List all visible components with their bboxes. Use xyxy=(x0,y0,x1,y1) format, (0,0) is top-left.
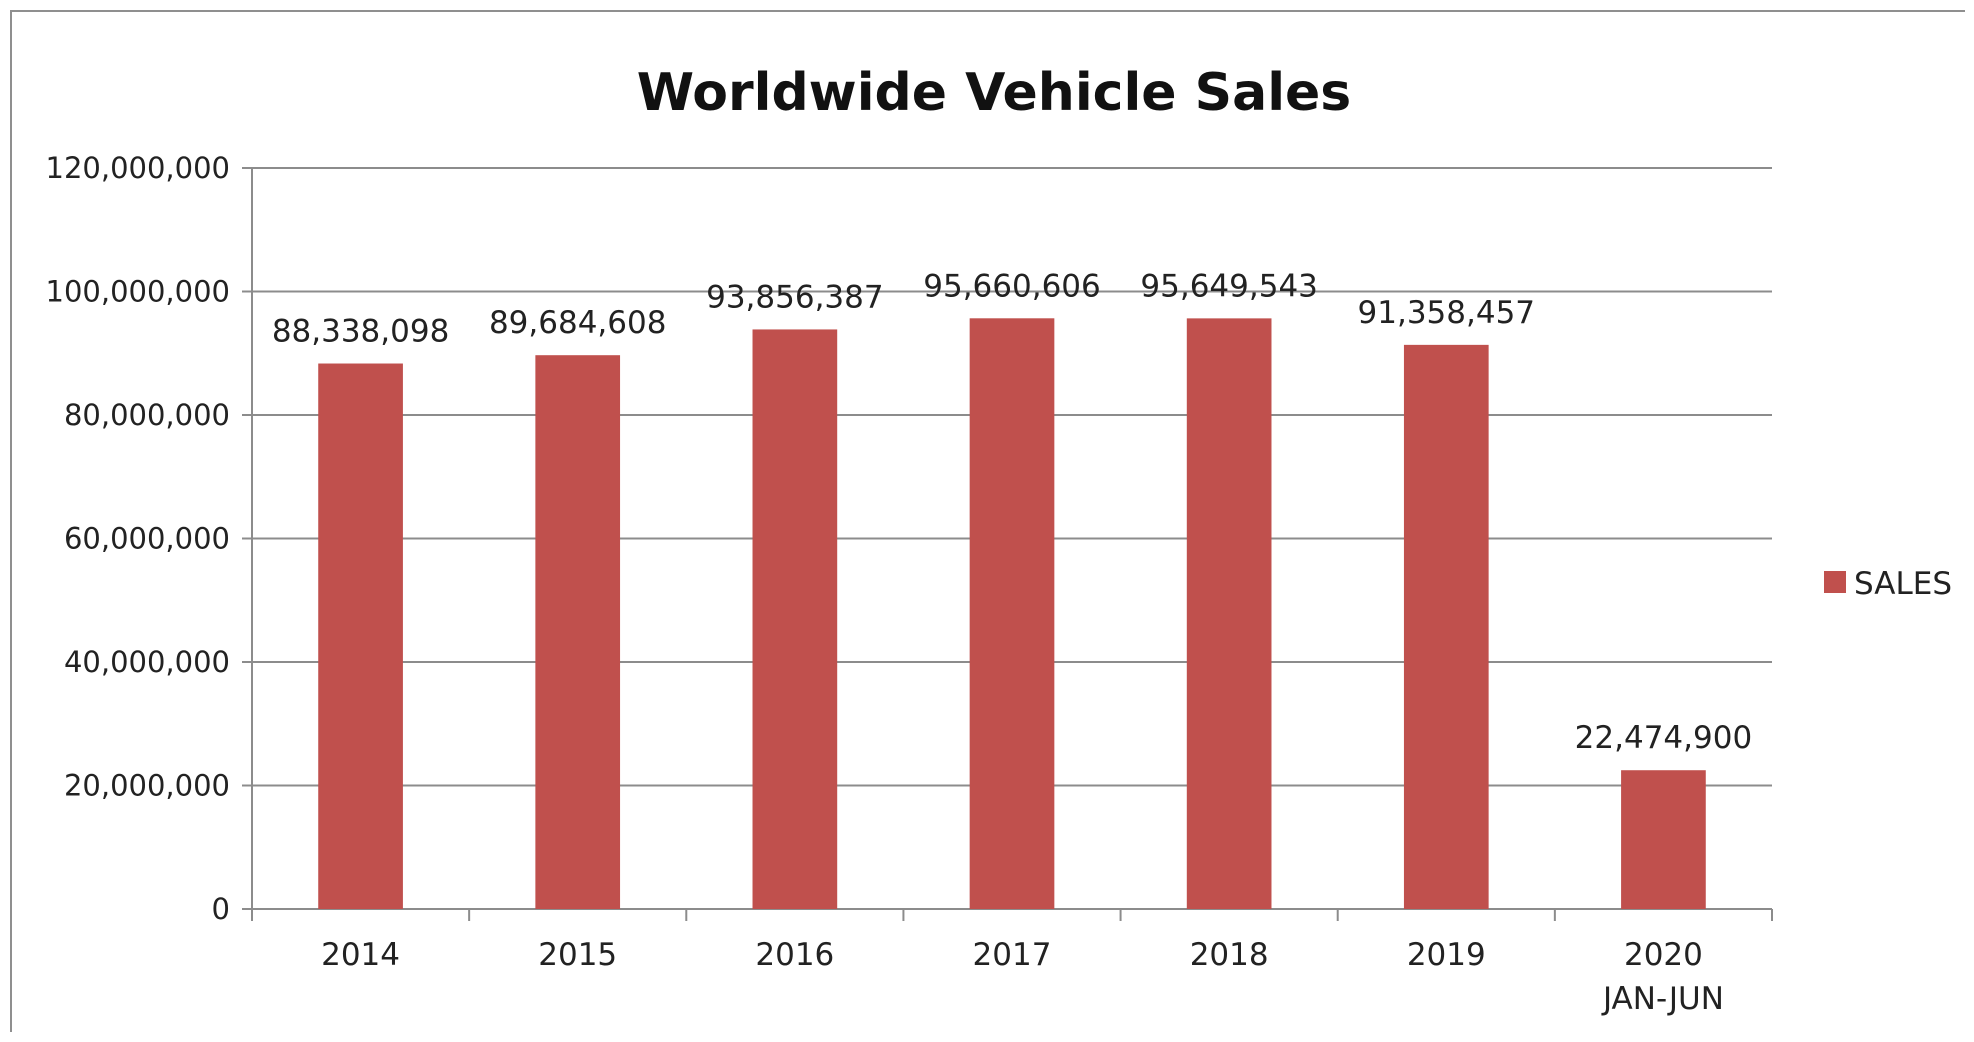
bar-chart: Worldwide Vehicle Sales 0 20,000,000 40,00… xyxy=(46,63,1953,1017)
x-tick-label: 2018 xyxy=(1190,937,1269,973)
legend-label-sales: SALES xyxy=(1854,566,1952,602)
bar xyxy=(535,355,621,910)
x-axis-ticks: 2014 2015 2016 2017 2018 2019 2020 JAN-JUN xyxy=(321,937,1724,1017)
x-tick-label: JAN-JUN xyxy=(1601,981,1724,1017)
x-tick-label: 2017 xyxy=(973,937,1052,973)
y-tick-label: 0 xyxy=(212,892,230,926)
x-tick-label: 2020 xyxy=(1624,937,1703,973)
data-label: 95,649,543 xyxy=(1140,268,1318,304)
bar xyxy=(752,329,838,910)
y-tick-label: 120,000,000 xyxy=(46,151,231,185)
data-label: 22,474,900 xyxy=(1575,720,1753,756)
x-tick-label: 2015 xyxy=(538,937,617,973)
legend: SALES xyxy=(1824,566,1952,602)
y-axis-ticks: 0 20,000,000 40,000,000 60,000,000 80,000,00… xyxy=(46,151,231,926)
y-tick-label: 20,000,000 xyxy=(64,769,230,803)
data-label: 89,684,608 xyxy=(489,305,667,341)
bar xyxy=(1403,344,1489,909)
x-tick-label: 2019 xyxy=(1407,937,1486,973)
bar xyxy=(1621,770,1706,909)
x-tick-label: 2016 xyxy=(755,937,834,973)
bar xyxy=(318,363,403,910)
chart-title: Worldwide Vehicle Sales xyxy=(637,63,1352,123)
chart-frame: Worldwide Vehicle Sales 0 20,000,000 40,00… xyxy=(10,10,1965,1032)
data-label: 95,660,606 xyxy=(923,268,1101,304)
x-tick-label: 2014 xyxy=(321,937,400,973)
data-label: 88,338,098 xyxy=(272,314,450,350)
y-tick-label: 60,000,000 xyxy=(64,522,230,556)
bar xyxy=(969,318,1055,909)
bars xyxy=(318,318,1706,910)
legend-swatch-sales xyxy=(1824,571,1846,593)
data-labels: 88,338,098 89,684,608 93,856,387 95,660,606… xyxy=(272,268,1752,756)
data-label: 91,358,457 xyxy=(1358,295,1536,331)
bar xyxy=(1186,318,1272,909)
y-tick-label: 100,000,000 xyxy=(46,275,231,309)
y-tick-label: 40,000,000 xyxy=(64,645,230,679)
data-label: 93,856,387 xyxy=(706,279,884,315)
y-tick-label: 80,000,000 xyxy=(64,398,230,432)
